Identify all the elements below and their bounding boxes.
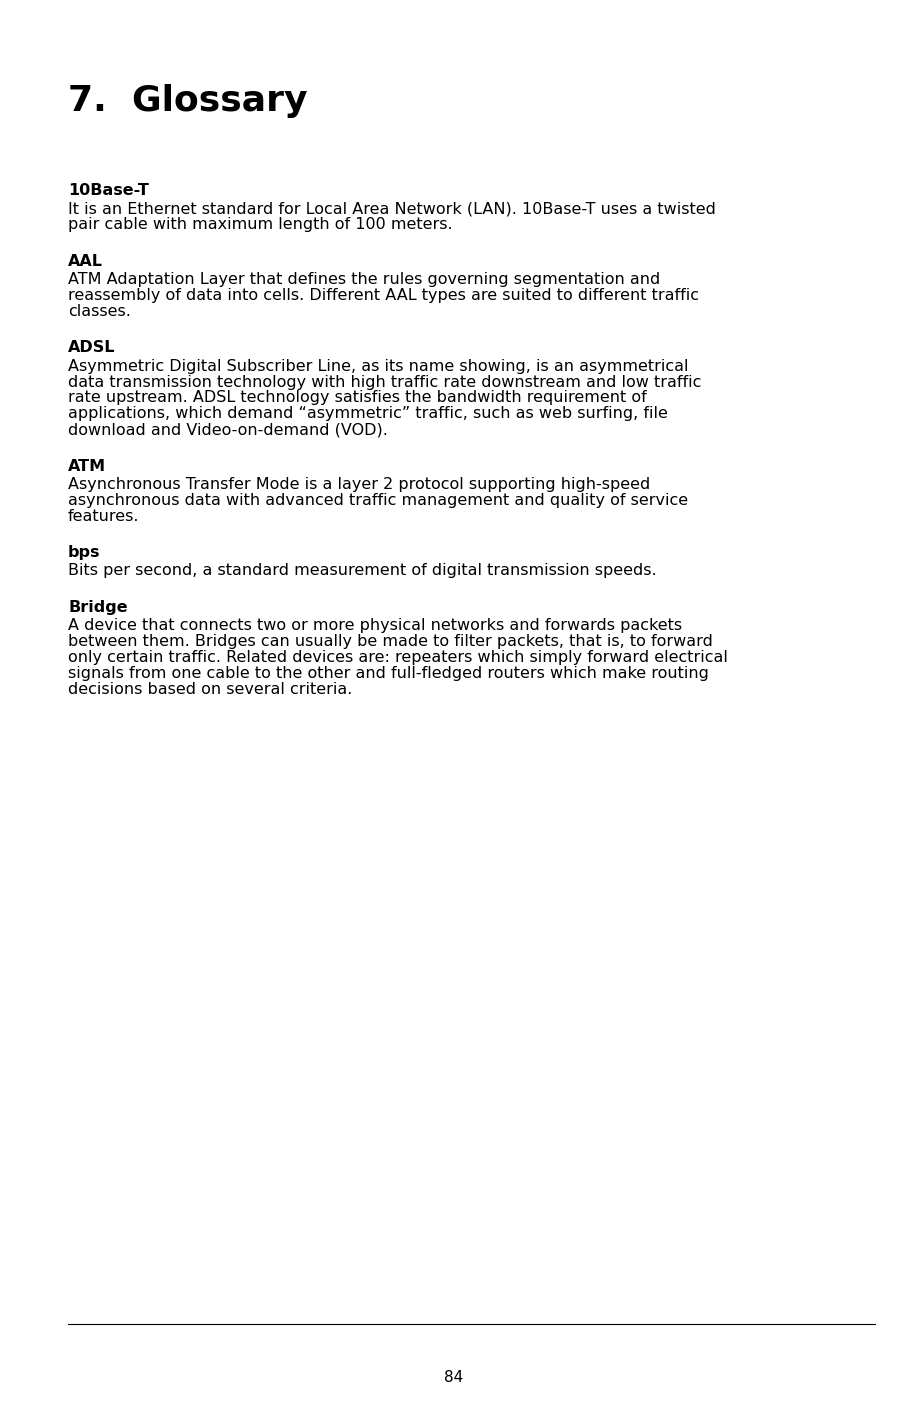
Text: 7.  Glossary: 7. Glossary	[68, 84, 307, 118]
Text: bps: bps	[68, 545, 101, 560]
Text: A device that connects two or more physical networks and forwards packets: A device that connects two or more physi…	[68, 618, 682, 633]
Text: between them. Bridges can usually be made to filter packets, that is, to forward: between them. Bridges can usually be mad…	[68, 635, 713, 649]
Text: Asynchronous Transfer Mode is a layer 2 protocol supporting high-speed: Asynchronous Transfer Mode is a layer 2 …	[68, 476, 650, 492]
Text: Bridge: Bridge	[68, 600, 128, 615]
Text: data transmission technology with high traffic rate downstream and low traffic: data transmission technology with high t…	[68, 374, 701, 389]
Text: only certain traffic. Related devices are: repeaters which simply forward electr: only certain traffic. Related devices ar…	[68, 650, 728, 665]
Text: reassembly of data into cells. Different AAL types are suited to different traff: reassembly of data into cells. Different…	[68, 289, 699, 303]
Text: classes.: classes.	[68, 304, 131, 319]
Text: applications, which demand “asymmetric” traffic, such as web surfing, file: applications, which demand “asymmetric” …	[68, 406, 668, 422]
Text: 10Base-T: 10Base-T	[68, 184, 149, 199]
Text: decisions based on several criteria.: decisions based on several criteria.	[68, 682, 353, 696]
Text: rate upstream. ADSL technology satisfies the bandwidth requirement of: rate upstream. ADSL technology satisfies…	[68, 391, 647, 405]
Text: Bits per second, a standard measurement of digital transmission speeds.: Bits per second, a standard measurement …	[68, 563, 657, 579]
Text: signals from one cable to the other and full-fledged routers which make routing: signals from one cable to the other and …	[68, 665, 709, 681]
Text: It is an Ethernet standard for Local Area Network (LAN). 10Base-T uses a twisted: It is an Ethernet standard for Local Are…	[68, 202, 716, 217]
Text: Asymmetric Digital Subscriber Line, as its name showing, is an asymmetrical: Asymmetric Digital Subscriber Line, as i…	[68, 359, 688, 374]
Text: ATM Adaptation Layer that defines the rules governing segmentation and: ATM Adaptation Layer that defines the ru…	[68, 272, 660, 287]
Text: ADSL: ADSL	[68, 340, 115, 356]
Text: download and Video-on-demand (VOD).: download and Video-on-demand (VOD).	[68, 422, 388, 437]
Text: ATM: ATM	[68, 458, 106, 474]
Text: AAL: AAL	[68, 254, 103, 269]
Text: features.: features.	[68, 509, 140, 524]
Text: asynchronous data with advanced traffic management and quality of service: asynchronous data with advanced traffic …	[68, 493, 688, 507]
Text: pair cable with maximum length of 100 meters.: pair cable with maximum length of 100 me…	[68, 217, 453, 233]
Text: 84: 84	[444, 1370, 463, 1386]
